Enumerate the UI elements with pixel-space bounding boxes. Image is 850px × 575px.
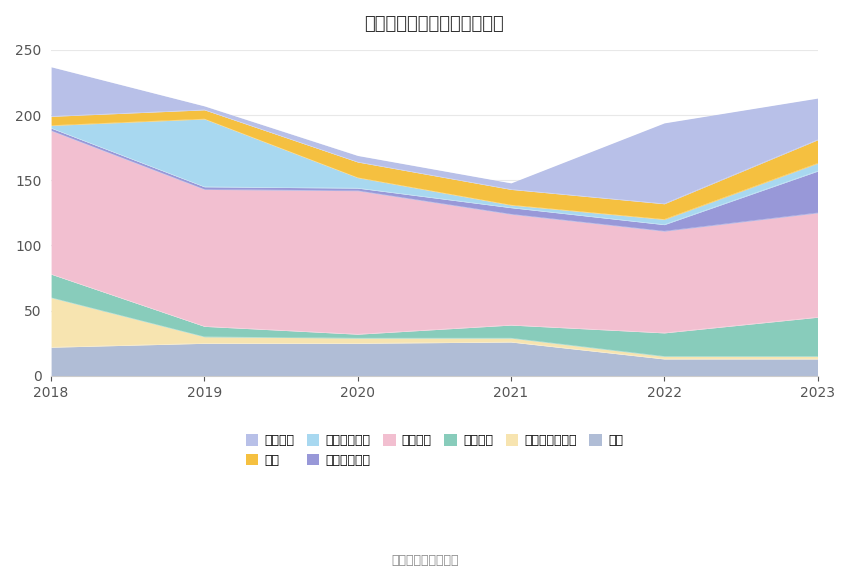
Legend: 货币资金, 存货, 债权投资合计, 长期股权投资, 固定资产, 在建工程, 其他非流动资产, 其它: 货币资金, 存货, 债权投资合计, 长期股权投资, 固定资产, 在建工程, 其他…	[246, 434, 623, 466]
Text: 数据来源：恒生聚源: 数据来源：恒生聚源	[391, 554, 459, 566]
Title: 历年主要资产堆积图（亿元）: 历年主要资产堆积图（亿元）	[365, 15, 504, 33]
